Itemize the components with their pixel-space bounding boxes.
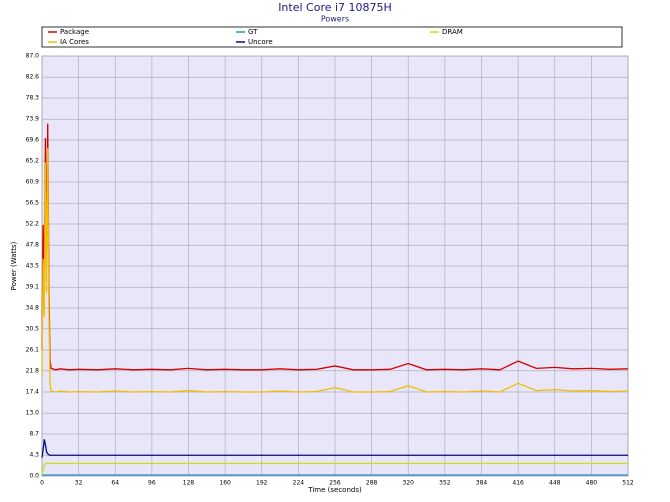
legend-label: Package — [60, 28, 89, 36]
legend-label: GT — [248, 28, 258, 36]
legend-label: Uncore — [248, 38, 273, 46]
x-tick-label: 352 — [439, 480, 451, 487]
x-tick-label: 384 — [476, 480, 488, 487]
series-line — [41, 147, 629, 393]
y-tick-label: 65.2 — [26, 158, 40, 165]
x-tick-label: 416 — [512, 480, 524, 487]
y-tick-label: 30.5 — [26, 325, 40, 332]
legend-box — [41, 26, 623, 48]
chart-title: Intel Core i7 10875H — [278, 1, 392, 14]
y-tick-label: 17.4 — [26, 389, 40, 396]
y-axis-label: Power (Watts) — [10, 241, 18, 290]
legend-label: DRAM — [442, 28, 463, 36]
y-tick-label: 47.8 — [26, 242, 40, 249]
y-tick-label: 78.3 — [26, 95, 40, 102]
y-tick-label: 60.9 — [26, 179, 40, 186]
x-axis-label: Time (seconds) — [307, 486, 362, 494]
x-tick-label: 256 — [329, 480, 341, 487]
x-tick-label: 512 — [622, 480, 634, 487]
y-tick-label: 4.3 — [29, 452, 39, 459]
chart-subtitle: Powers — [321, 15, 349, 24]
x-tick-label: 96 — [148, 480, 156, 487]
y-tick-label: 87.0 — [26, 53, 40, 60]
x-tick-label: 32 — [75, 480, 83, 487]
series-line — [41, 439, 628, 458]
y-tick-label: 34.8 — [26, 305, 40, 312]
x-tick-label: 288 — [366, 480, 378, 487]
y-tick-label: 69.6 — [26, 137, 40, 144]
y-tick-label: 0.0 — [29, 473, 39, 480]
y-tick-label: 39.1 — [26, 284, 40, 291]
x-tick-label: 480 — [586, 480, 598, 487]
y-tick-label: 8.7 — [29, 431, 39, 438]
y-tick-label: 73.9 — [26, 116, 40, 123]
y-tick-label: 26.1 — [26, 347, 40, 354]
x-tick-label: 160 — [219, 480, 231, 487]
x-tick-label: 192 — [256, 480, 268, 487]
legend-label: IA Cores — [60, 38, 89, 46]
x-tick-label: 0 — [40, 480, 44, 487]
x-tick-label: 320 — [403, 480, 415, 487]
y-tick-label: 21.8 — [26, 367, 40, 374]
y-tick-label: 56.5 — [26, 200, 40, 207]
y-tick-label: 52.2 — [26, 221, 40, 228]
y-tick-label: 43.5 — [26, 263, 40, 270]
x-tick-label: 128 — [183, 480, 195, 487]
x-tick-label: 64 — [111, 480, 119, 487]
series-line — [41, 462, 628, 475]
x-tick-label: 224 — [293, 480, 305, 487]
y-tick-label: 13.0 — [26, 410, 40, 417]
x-tick-label: 448 — [549, 480, 561, 487]
y-tick-label: 82.6 — [26, 74, 40, 81]
